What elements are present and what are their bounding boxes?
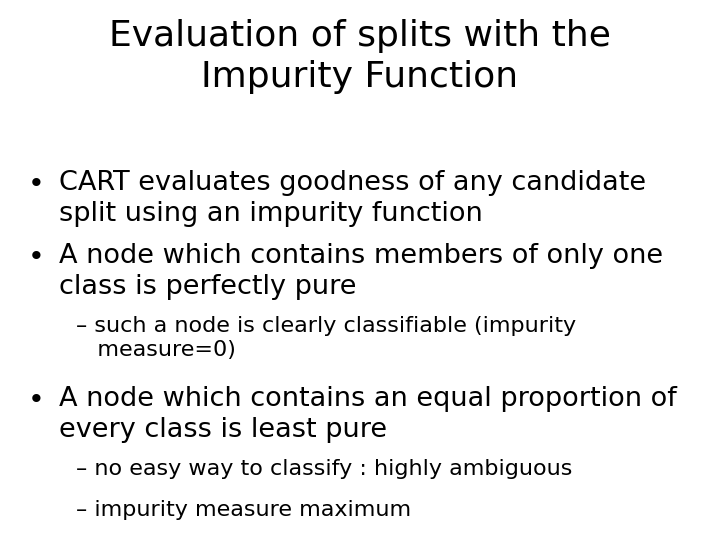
Text: – impurity measure maximum: – impurity measure maximum [76,500,410,519]
Text: Evaluation of splits with the
Impurity Function: Evaluation of splits with the Impurity F… [109,19,611,93]
Text: •: • [27,170,44,198]
Text: – such a node is clearly classifiable (impurity
   measure=0): – such a node is clearly classifiable (i… [76,316,576,360]
Text: CART evaluates goodness of any candidate
split using an impurity function: CART evaluates goodness of any candidate… [59,170,646,227]
Text: – no easy way to classify : highly ambiguous: – no easy way to classify : highly ambig… [76,459,572,479]
Text: A node which contains an equal proportion of
every class is least pure: A node which contains an equal proportio… [59,386,677,443]
Text: •: • [27,386,44,414]
Text: •: • [27,243,44,271]
Text: A node which contains members of only one
class is perfectly pure: A node which contains members of only on… [59,243,663,300]
